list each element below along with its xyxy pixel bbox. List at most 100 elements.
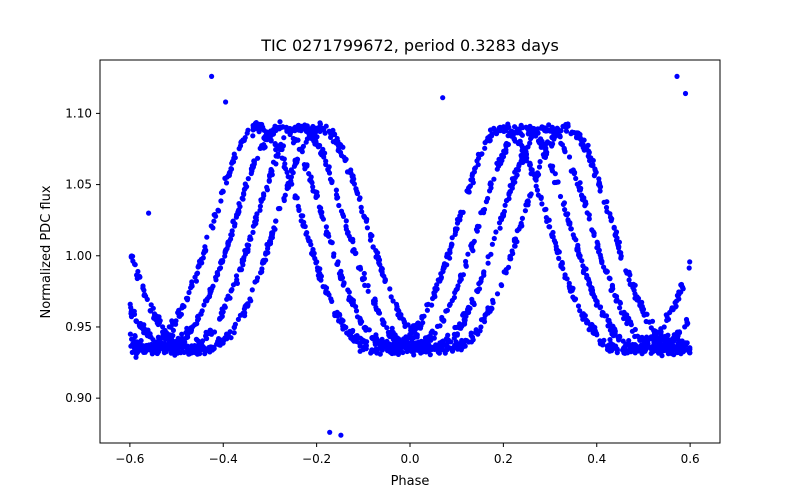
data-point [387,286,393,292]
data-point [670,335,676,341]
data-point [459,323,465,329]
data-point [494,291,501,297]
data-point [130,258,136,264]
data-point [449,297,455,304]
data-point [546,224,552,230]
data-point [463,258,469,265]
data-point [423,349,429,355]
data-point [431,344,437,350]
data-point [542,145,549,151]
data-point [193,278,199,284]
data-point [199,343,205,349]
data-point [606,275,612,281]
data-point [657,334,663,340]
data-point [354,188,360,194]
data-point [185,348,191,354]
data-point [170,339,176,345]
data-point [187,328,193,334]
data-point [590,162,596,168]
data-point [298,123,304,129]
data-point [500,212,507,218]
data-point [152,342,158,348]
data-point [450,346,456,353]
data-point [389,325,395,331]
data-point [542,154,549,160]
data-point [455,346,461,352]
data-point [313,260,319,266]
data-point [545,127,551,133]
data-point [304,136,310,142]
data-point [270,126,277,132]
data-point [329,178,335,184]
data-point [273,218,279,224]
data-point [586,149,592,155]
data-point [261,191,267,197]
data-point [504,125,511,131]
data-point [353,308,360,314]
data-point [558,263,564,269]
data-point [410,340,416,346]
data-point [237,266,243,272]
data-point [496,156,502,162]
data-point [561,145,567,151]
data-point [615,334,621,340]
data-point [400,349,406,356]
data-point [638,342,644,348]
data-point [195,316,202,322]
data-point [161,350,167,356]
data-point [525,202,531,208]
data-point [478,317,485,323]
data-point [281,164,287,170]
data-point [144,296,150,302]
data-point [202,244,208,250]
data-point [350,236,356,242]
data-point [192,274,198,280]
data-point [228,236,234,242]
data-point [653,335,659,341]
data-point [584,320,590,326]
data-point [361,213,367,219]
data-point [260,258,266,264]
data-point [263,251,269,257]
data-point [497,225,503,231]
data-point [482,145,488,151]
data-point [373,306,379,313]
data-point [598,339,604,345]
data-point [611,225,617,231]
data-point [424,307,430,313]
data-point [191,349,198,355]
data-point [551,179,558,186]
data-point [666,340,672,346]
data-point [240,311,246,317]
data-point [616,249,623,255]
data-point [168,350,174,356]
data-point [222,303,228,309]
data-point [509,185,515,191]
data-point [206,293,213,300]
data-point [344,169,351,175]
data-point [558,128,564,134]
data-point [488,181,494,187]
data-point [133,318,139,324]
data-point [365,288,371,294]
data-point [476,155,482,161]
data-point [587,280,593,286]
data-point [254,211,260,217]
data-point [140,283,146,289]
data-point [454,216,461,223]
data-point [343,156,349,162]
data-point [466,339,472,345]
data-point [542,207,548,213]
data-point [687,259,693,265]
data-point [186,289,192,296]
data-point [650,349,656,355]
y-tick-label: 0.95 [65,320,92,334]
data-point [319,152,325,158]
data-point [472,165,478,171]
data-point [272,142,278,148]
data-point [454,226,460,232]
data-point [576,250,582,256]
data-point [458,275,464,281]
data-point [281,135,287,141]
data-point [653,329,659,335]
